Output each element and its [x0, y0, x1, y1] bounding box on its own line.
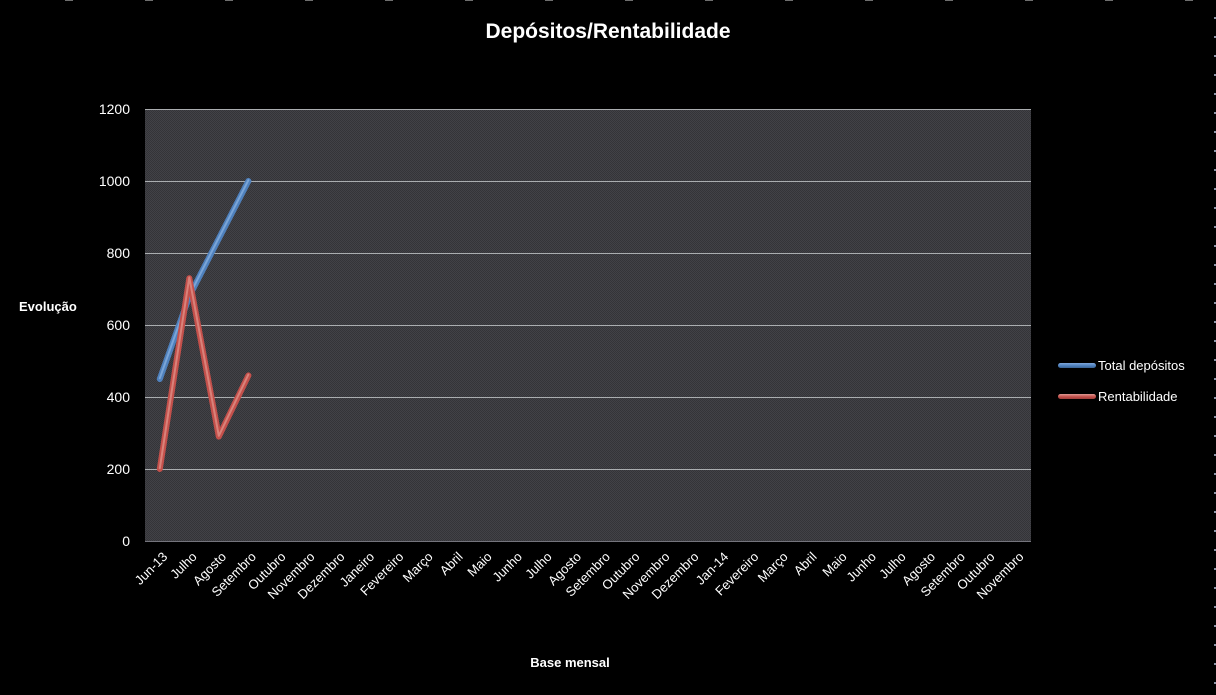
x-tick-label: Março	[754, 549, 791, 586]
x-axis-title: Base mensal	[530, 655, 610, 670]
x-tick-label: Junho	[843, 549, 880, 585]
legend-label-total-depositos: Total depósitos	[1098, 357, 1185, 373]
y-tick-label: 600	[106, 317, 130, 333]
series-layer	[156, 178, 252, 472]
y-axis-title: Evolução	[19, 299, 77, 314]
gridline-200	[145, 469, 1031, 470]
y-tick-label: 1000	[98, 173, 130, 189]
legend-item-rentabilidade[interactable]: Rentabilidade	[1058, 387, 1185, 405]
chart-title: Depósitos/Rentabilidade	[485, 20, 731, 43]
y-tick-label: 800	[106, 245, 130, 261]
legend-item-total-depositos[interactable]: Total depósitos	[1058, 356, 1185, 374]
gridline-1000	[145, 181, 1031, 182]
x-tick-label: Março	[400, 549, 437, 586]
spreadsheet-grid-remnant-top	[0, 0, 1216, 1]
y-tick-label: 200	[106, 461, 130, 477]
gridline-400	[145, 397, 1031, 398]
x-tick-label: Jun-13	[131, 549, 171, 588]
x-tick-label: Abril	[436, 549, 466, 579]
legend-label-rentabilidade: Rentabilidade	[1098, 388, 1178, 404]
gridline-800	[145, 253, 1031, 254]
y-tick-label: 1200	[98, 101, 130, 117]
legend-line-swatch-red-icon	[1058, 393, 1096, 399]
series-line-rentabilidade[interactable]	[156, 275, 252, 472]
spreadsheet-grid-remnant-right	[1214, 0, 1216, 695]
gridline-600	[145, 325, 1031, 326]
gridline-1200	[145, 109, 1031, 110]
legend-line-swatch-blue-icon	[1058, 362, 1096, 368]
x-tick-label: Abril	[791, 549, 821, 579]
y-tick-label: 400	[106, 389, 130, 405]
series-line-highlight-rentabilidade	[158, 276, 250, 470]
series-line-highlight-total-depositos	[158, 179, 250, 380]
plot-area[interactable]	[145, 109, 1031, 542]
legend[interactable]: Total depósitos Rentabilidade	[1058, 356, 1185, 405]
x-tick-label: Junho	[489, 549, 525, 585]
y-tick-label: 0	[122, 533, 130, 549]
